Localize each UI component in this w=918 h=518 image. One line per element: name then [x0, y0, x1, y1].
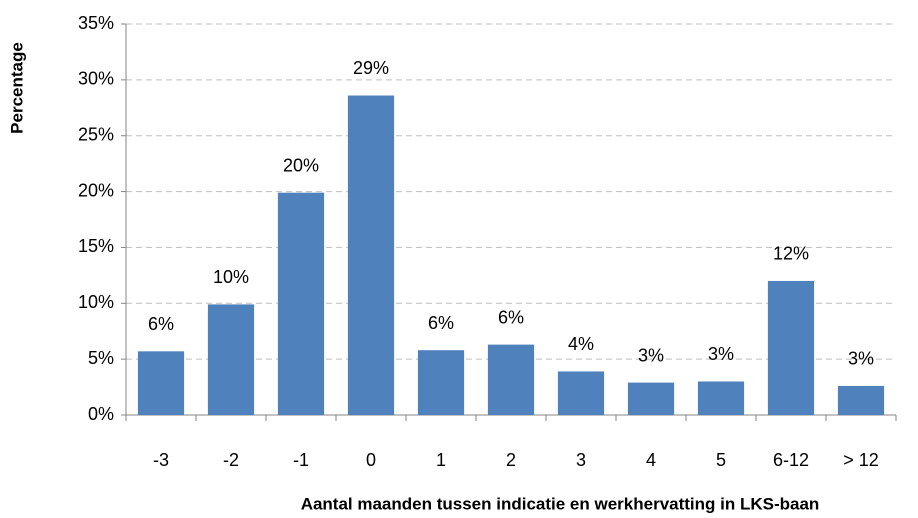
data-label: 20% — [283, 155, 319, 175]
bar — [487, 344, 535, 415]
x-tick-label: 1 — [436, 450, 446, 470]
y-tick-label: 15% — [78, 236, 114, 256]
data-label: 4% — [568, 334, 594, 354]
data-label: 3% — [638, 345, 664, 365]
x-tick-label: 6-12 — [773, 450, 809, 470]
x-tick-label: -1 — [293, 450, 309, 470]
y-tick-label: 0% — [88, 404, 114, 424]
x-tick-label: 3 — [576, 450, 586, 470]
y-tick-label: 25% — [78, 124, 114, 144]
bar — [837, 385, 885, 415]
bar — [767, 280, 815, 415]
x-tick-label: 4 — [646, 450, 656, 470]
bar — [207, 304, 255, 415]
data-label: 6% — [498, 307, 524, 327]
data-label: 6% — [148, 314, 174, 334]
y-tick-label: 35% — [78, 13, 114, 33]
data-label: 3% — [708, 344, 734, 364]
y-tick-label: 30% — [78, 69, 114, 89]
bar — [417, 350, 465, 415]
y-tick-label: 10% — [78, 292, 114, 312]
data-label: 29% — [353, 58, 389, 78]
x-tick-label: 0 — [366, 450, 376, 470]
x-tick-label: -2 — [223, 450, 239, 470]
data-label: 3% — [848, 349, 874, 369]
x-axis-title: Aantal maanden tussen indicatie en werkh… — [301, 494, 820, 513]
bar — [697, 381, 745, 415]
x-tick-label: > 12 — [843, 450, 879, 470]
bar — [557, 371, 605, 415]
data-label: 6% — [428, 313, 454, 333]
y-tick-label: 20% — [78, 180, 114, 200]
x-tick-label: 2 — [506, 450, 516, 470]
bar — [347, 95, 395, 416]
bar — [277, 192, 325, 415]
bar — [627, 382, 675, 415]
y-axis-title: Percentage — [7, 42, 26, 134]
x-tick-label: -3 — [153, 450, 169, 470]
x-tick-label: 5 — [716, 450, 726, 470]
y-tick-label: 5% — [88, 348, 114, 368]
data-label: 10% — [213, 267, 249, 287]
data-label: 12% — [773, 244, 809, 264]
bar — [137, 351, 185, 415]
